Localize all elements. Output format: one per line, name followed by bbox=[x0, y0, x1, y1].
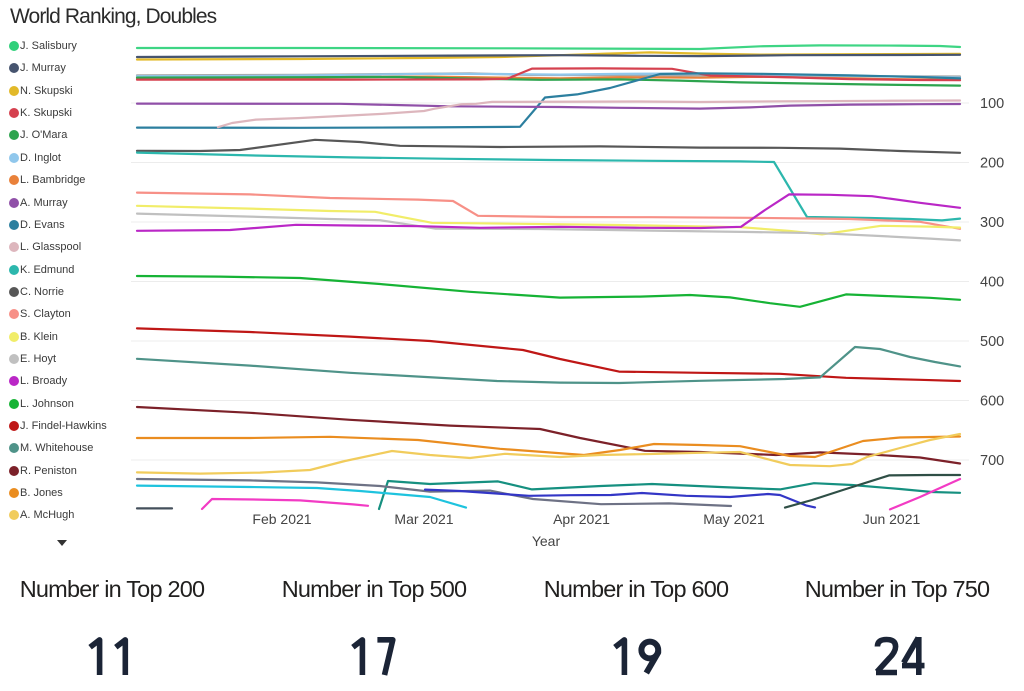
svg-text:Mar 2021: Mar 2021 bbox=[394, 511, 453, 527]
svg-text:Year: Year bbox=[532, 533, 561, 549]
svg-text:700: 700 bbox=[980, 453, 1004, 469]
svg-text:500: 500 bbox=[980, 334, 1004, 350]
svg-text:600: 600 bbox=[980, 394, 1004, 410]
svg-text:Feb 2021: Feb 2021 bbox=[252, 511, 311, 527]
svg-text:300: 300 bbox=[980, 215, 1004, 231]
svg-text:May 2021: May 2021 bbox=[703, 511, 765, 527]
svg-text:Apr 2021: Apr 2021 bbox=[553, 511, 610, 527]
svg-text:200: 200 bbox=[980, 156, 1004, 172]
svg-text:Jun 2021: Jun 2021 bbox=[863, 511, 921, 527]
svg-text:100: 100 bbox=[980, 96, 1004, 112]
svg-text:400: 400 bbox=[980, 275, 1004, 291]
